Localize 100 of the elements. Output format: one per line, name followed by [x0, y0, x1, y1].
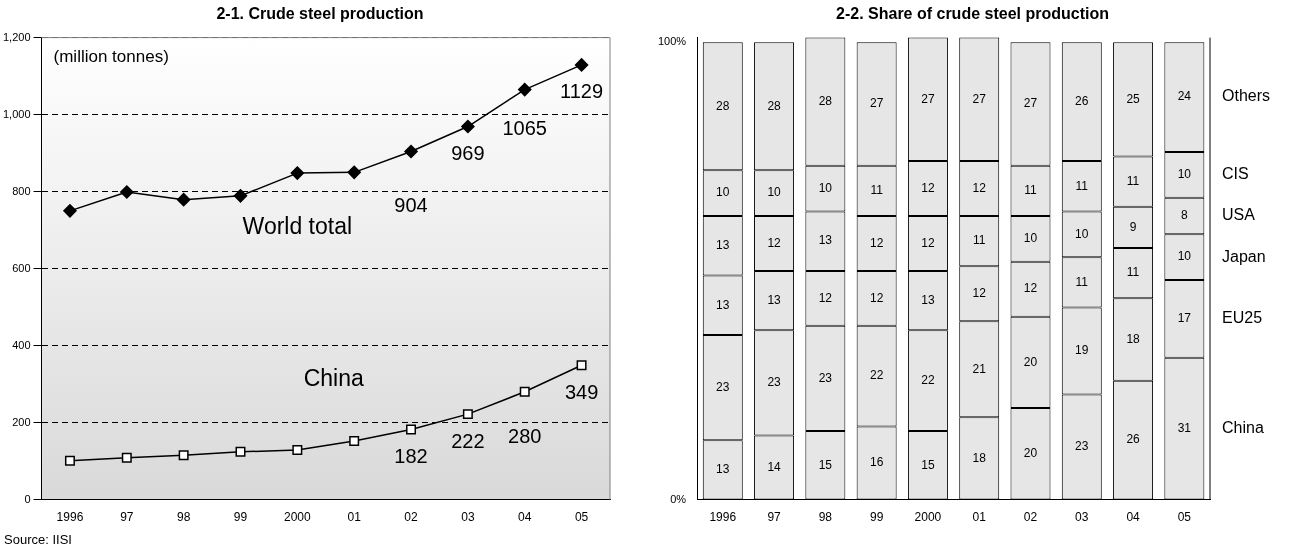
data-label: 904 — [394, 194, 428, 217]
series-label: Others — [1222, 87, 1271, 105]
data-label: 11 — [1075, 274, 1089, 289]
y-tick-label: 800 — [12, 184, 31, 197]
data-label: 12 — [767, 235, 782, 250]
source-note: Source: IISI — [4, 532, 72, 547]
data-label: 1129 — [560, 80, 604, 103]
data-label: 12 — [921, 235, 935, 250]
x-tick-label: 1996 — [709, 510, 737, 525]
data-label: 11 — [870, 183, 884, 198]
data-label: 19 — [1075, 343, 1089, 358]
data-label: 9 — [1129, 219, 1137, 234]
x-tick-label: 02 — [404, 510, 419, 525]
data-label: 18 — [1126, 331, 1141, 346]
series-label: World total — [242, 213, 353, 240]
data-label: 280 — [508, 425, 542, 448]
y-tick-label: 1,200 — [3, 30, 31, 43]
point — [235, 446, 246, 457]
x-tick-label: 98 — [176, 510, 191, 525]
series-label: China — [303, 365, 365, 392]
x-tick-label: 03 — [461, 510, 475, 525]
series-label: EU25 — [1222, 309, 1263, 327]
point — [517, 82, 532, 97]
x-tick-label: 97 — [767, 510, 782, 525]
data-label: 24 — [1177, 89, 1192, 104]
data-label: 23 — [716, 379, 730, 394]
x-tick-label: 04 — [1126, 510, 1141, 525]
point — [292, 444, 303, 455]
data-label: 22 — [869, 368, 884, 383]
data-label: 20 — [1023, 354, 1038, 369]
data-label: 13 — [767, 292, 782, 307]
data-label: 11 — [1024, 183, 1038, 198]
point — [576, 360, 587, 371]
data-label: 28 — [767, 98, 782, 113]
point — [63, 204, 77, 218]
series-label: China — [1222, 419, 1264, 437]
data-label: 15 — [921, 457, 935, 472]
x-tick-label: 98 — [818, 510, 833, 525]
point — [404, 144, 418, 159]
data-label: 8 — [1181, 208, 1189, 223]
y-tick-label: 1,000 — [3, 107, 31, 120]
point — [233, 189, 248, 203]
y-tick-label: 0 — [24, 492, 31, 505]
data-label: 27 — [1023, 96, 1038, 111]
data-label: 10 — [1075, 226, 1089, 241]
data-label: 26 — [1075, 93, 1089, 108]
data-label: 13 — [716, 297, 730, 312]
data-label: 27 — [972, 91, 987, 106]
point — [290, 166, 305, 180]
series-label: USA — [1222, 206, 1256, 224]
data-label: 12 — [869, 235, 884, 250]
chart-title: 2-1. Crude steel production — [215, 4, 425, 24]
data-label: 25 — [1126, 91, 1141, 106]
data-label: 15 — [818, 457, 833, 472]
point — [574, 58, 589, 72]
x-tick-label: 01 — [972, 510, 987, 525]
x-tick-label: 05 — [574, 510, 589, 525]
point — [519, 386, 530, 397]
data-label: 20 — [1023, 446, 1038, 461]
data-label: 969 — [451, 142, 485, 165]
x-tick-label: 99 — [233, 510, 248, 525]
data-label: 11 — [1075, 178, 1089, 193]
data-label: 349 — [564, 380, 599, 403]
x-tick-label: 04 — [518, 510, 532, 525]
point — [462, 409, 473, 420]
x-tick-label: 1996 — [56, 510, 84, 525]
point — [349, 436, 360, 447]
point — [121, 452, 132, 463]
data-label: 12 — [818, 290, 833, 305]
x-tick-label: 99 — [869, 510, 884, 525]
x-tick-label: 05 — [1177, 510, 1192, 525]
data-label: 13 — [818, 233, 833, 248]
data-label: 12 — [869, 290, 884, 305]
data-label: 222 — [451, 429, 485, 452]
point — [64, 455, 75, 466]
data-label: 23 — [818, 370, 833, 385]
data-label: 12 — [921, 180, 935, 195]
y-tick-label: 100% — [657, 35, 687, 48]
x-tick-label: 03 — [1075, 510, 1089, 525]
data-label: 28 — [716, 98, 730, 113]
data-label: 12 — [1023, 281, 1038, 296]
point — [406, 424, 417, 435]
y-tick-label: 0% — [670, 492, 687, 505]
data-label: 13 — [716, 238, 730, 253]
data-label: 13 — [921, 292, 935, 307]
data-label: 182 — [394, 445, 428, 468]
x-tick-label: 01 — [347, 510, 362, 525]
data-label: 10 — [818, 180, 833, 195]
point — [347, 165, 361, 180]
data-label: 18 — [972, 450, 987, 465]
chart-title: 2-2. Share of crude steel production — [835, 4, 1110, 24]
y-tick-label: 600 — [12, 261, 31, 274]
point — [176, 192, 191, 207]
data-label: 11 — [972, 233, 986, 248]
point — [461, 119, 475, 134]
x-tick-label: 2000 — [914, 510, 942, 525]
x-tick-label: 97 — [120, 510, 134, 525]
y-tick-label: 400 — [12, 338, 31, 351]
x-tick-label: 2000 — [283, 510, 312, 525]
data-label: 27 — [921, 91, 935, 106]
